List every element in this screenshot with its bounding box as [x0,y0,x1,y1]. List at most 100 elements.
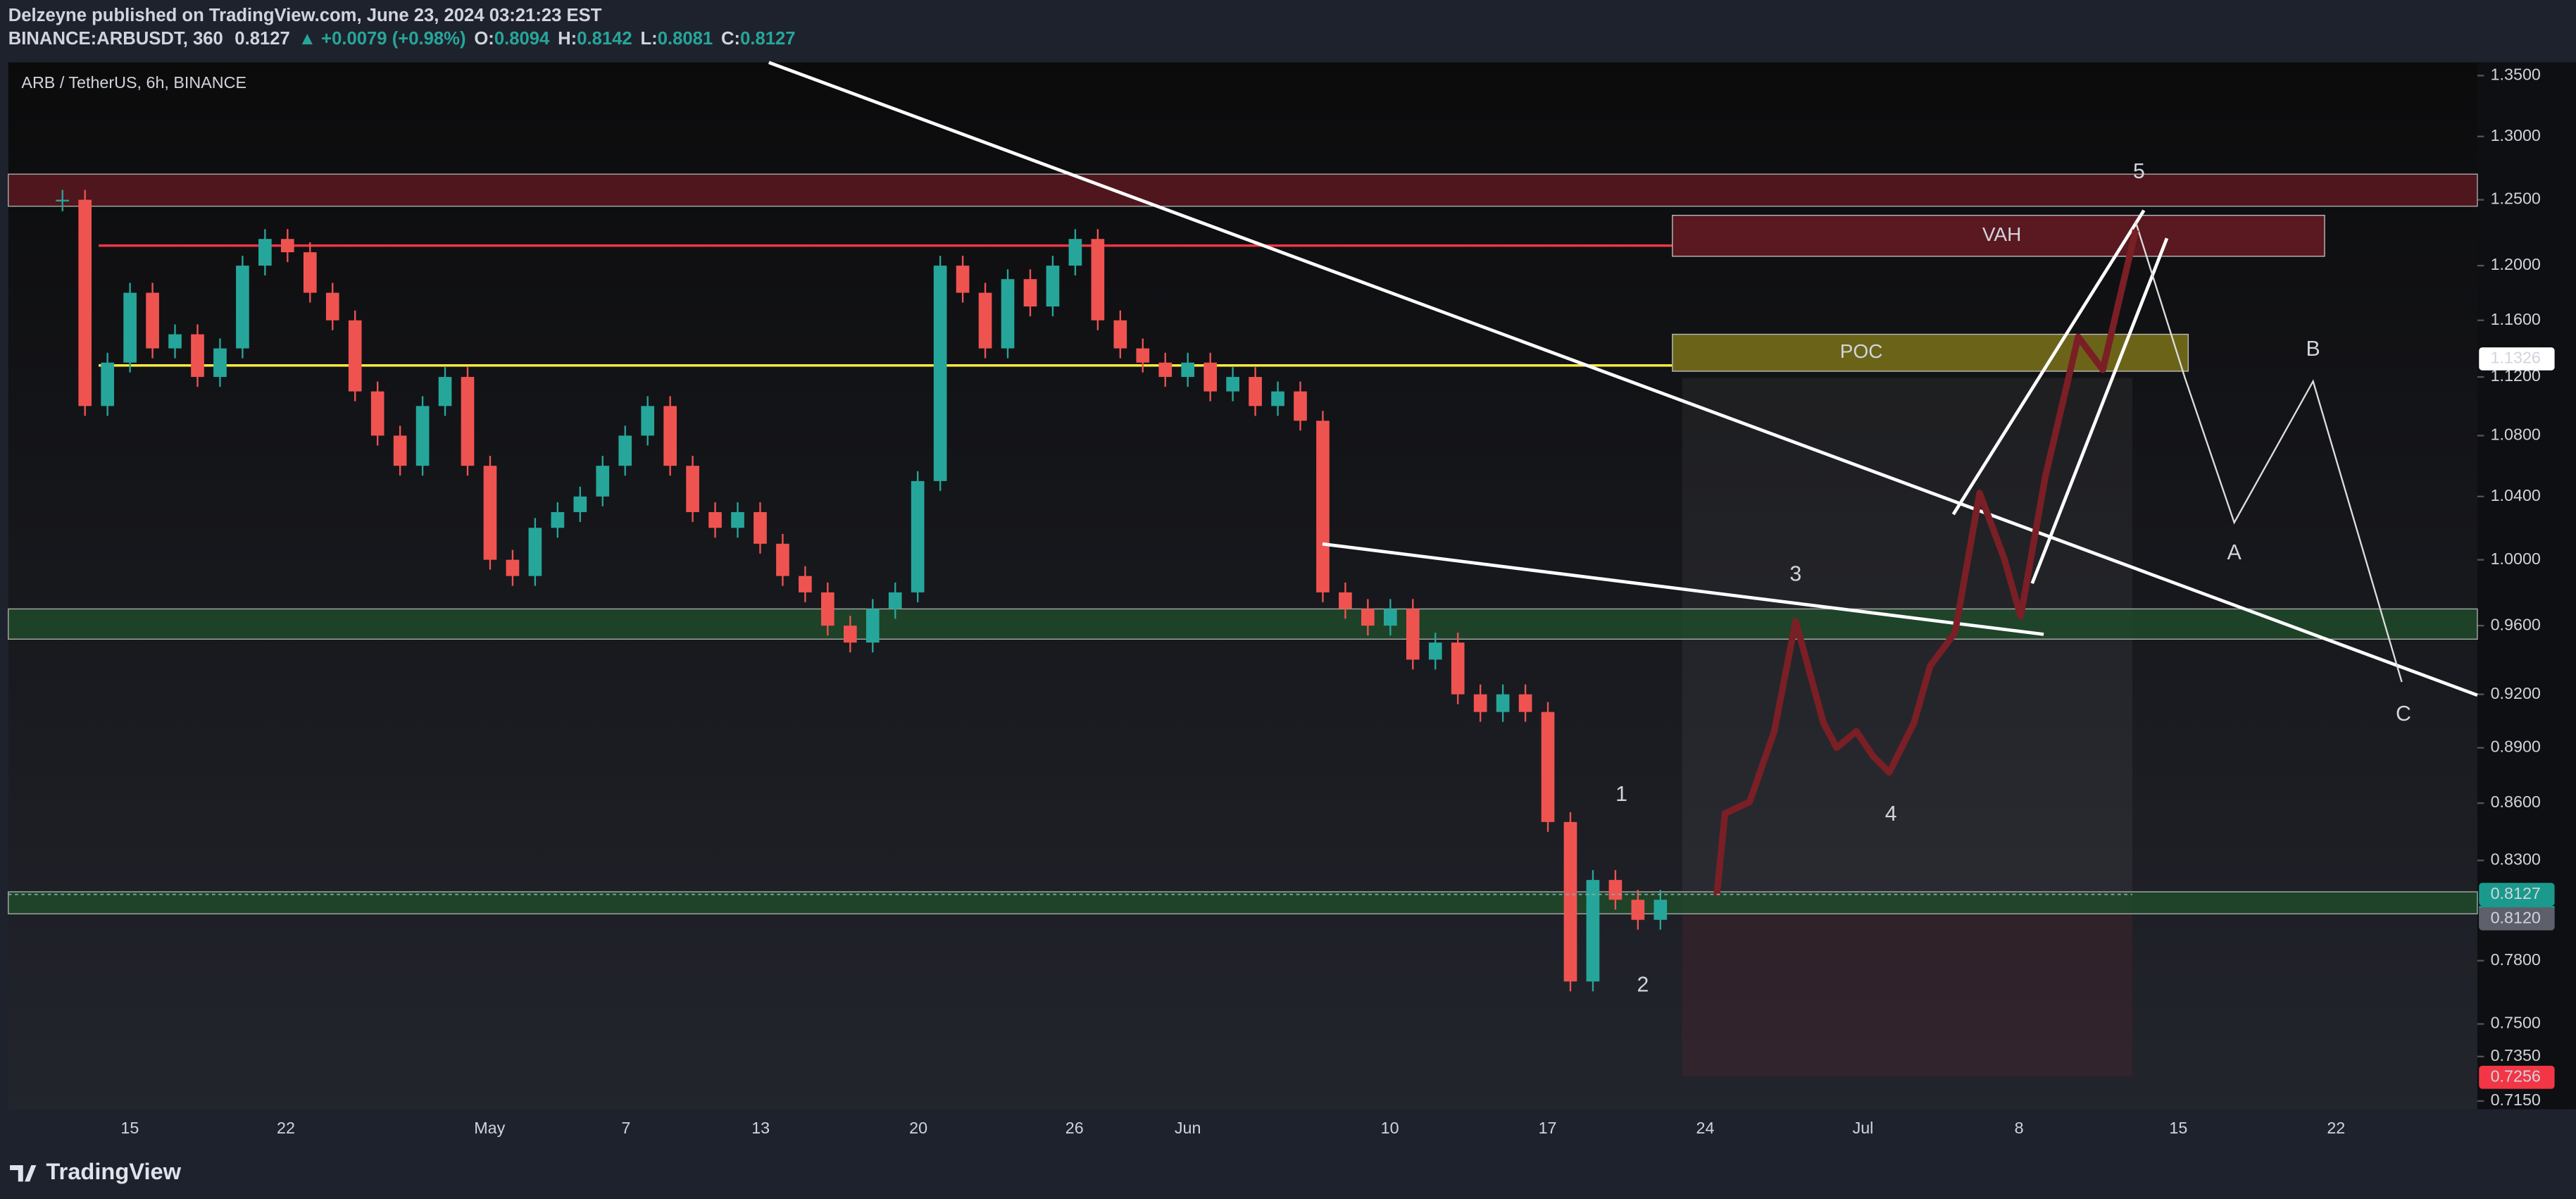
y-tick-label: 0.7800 [2491,950,2541,969]
candle [1113,320,1127,349]
candle [1046,266,1060,307]
y-tick-label: 1.0800 [2491,425,2541,444]
candle [799,576,812,592]
abc-path [2134,221,2403,683]
symbol: BINANCE:ARBUSDT, 360 [8,29,223,49]
candle [888,592,902,609]
candle [146,292,159,349]
zone [8,173,2478,207]
y-tick-label: 1.0400 [2491,486,2541,504]
candle [78,199,92,406]
x-tick-label: 10 [1381,1119,1399,1137]
candle [483,466,497,560]
candle [303,252,317,293]
c: 0.8127 [740,29,795,49]
candle [956,266,970,293]
abc-label: C [2396,702,2411,726]
change: ▲ +0.0079 (+0.98%) [299,29,466,49]
candle [1339,592,1352,609]
y-tick-label: 0.7150 [2491,1091,2541,1109]
candle [1563,821,1577,982]
candle [1653,900,1668,920]
candle [393,435,407,466]
x-tick-label: 24 [1696,1119,1715,1137]
wave-label: 3 [1789,562,1801,585]
trendline [1322,542,2044,636]
candle [528,528,542,576]
candle [1518,694,1532,712]
candle [1428,642,1442,660]
l: 0.8081 [658,29,713,49]
price-tag [2479,347,2555,371]
candle [1631,900,1645,920]
candle [1068,239,1082,266]
x-tick-label: 20 [909,1119,927,1137]
candle [438,377,452,406]
candle [101,362,114,406]
candle [123,292,137,363]
footer-logo: TradingView [46,1158,181,1184]
trendline [768,61,2478,697]
candle [1158,362,1173,378]
projection-risk [1682,895,2133,1076]
header-row: BINANCE:ARBUSDT, 360 0.8127 ▲ +0.0079 (+… [8,29,796,49]
y-tick-label: 1.2000 [2491,255,2541,273]
price-tag-label: 0.8120 [2491,908,2541,926]
publisher: Delzeyne published on TradingView.com, J… [8,6,602,25]
candle [731,511,744,528]
price-axis [2477,62,2576,1110]
zone [8,891,2478,914]
candle [1608,880,1622,900]
x-tick-label: 7 [621,1119,630,1137]
channel-line [1951,209,2146,516]
y-tick-label: 1.3000 [2491,126,2541,144]
candle [1181,362,1195,378]
y-tick-label: 0.9600 [2491,615,2541,633]
candle [596,466,610,497]
price-tag-label: 1.1326 [2491,349,2541,367]
x-tick-label: 13 [751,1119,770,1137]
candle [865,609,880,643]
price-tag [2479,883,2555,906]
candle [213,348,227,378]
box [1672,214,2325,257]
candle [708,511,722,528]
candle [1203,362,1217,392]
candle [1496,694,1510,712]
candle [415,406,430,466]
candle [754,511,767,544]
price-tag-label: 0.8127 [2491,884,2541,902]
candle [281,239,294,253]
candle [933,266,947,481]
h-label: H: [558,29,577,49]
candle [1384,609,1397,626]
candle [978,292,992,349]
candle [1001,279,1015,349]
box-label: POC [1840,340,1883,362]
price-tag-label: 0.7256 [2491,1067,2541,1085]
x-tick-label: 15 [120,1119,139,1137]
box-label: VAH [1982,223,2021,245]
candle [168,334,182,349]
channel-line [2030,237,2169,584]
candle [1406,609,1420,660]
c-label: C: [721,29,740,49]
candle [1249,377,1262,406]
wave-label: 1 [1615,783,1627,806]
o: 0.8094 [494,29,550,49]
wave-path [1713,229,2139,896]
candle [56,199,70,201]
candle [1473,694,1487,712]
h: 0.8142 [577,29,632,49]
y-tick-label: 1.1600 [2491,310,2541,328]
x-tick-label: 8 [2015,1119,2024,1137]
x-tick-label: 26 [1065,1119,1084,1137]
candle [1294,391,1307,421]
candle [618,435,632,466]
price-tag [2479,907,2555,931]
zone [8,608,2478,640]
candle [258,239,272,266]
y-tick-label: 0.8600 [2491,793,2541,811]
